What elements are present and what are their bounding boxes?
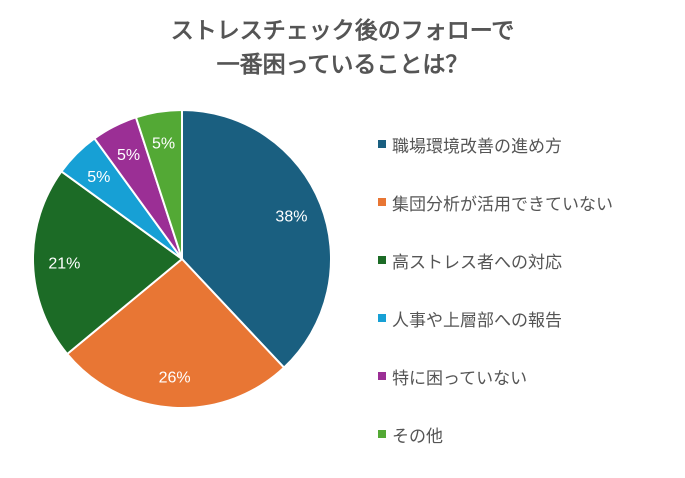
legend-label: 特に困っていない [392,368,528,389]
chart-title-line-2: 一番困っていることは？ [216,52,469,78]
pie-slice-1 [181,108,332,370]
legend-label: 集団分析が活用できていない [392,194,613,215]
legend-item: 高ストレス者への対応 [378,246,562,274]
chart-title-line-1: ストレスチェック後のフォローで [170,18,515,44]
legend-item: その他 [378,420,443,448]
legend-label: その他 [392,426,443,447]
pie-slice-3 [32,170,184,356]
legend-label: 職場環境改善の進め方 [392,136,562,157]
legend-swatch [378,140,386,148]
data-label-5: 5% [117,147,140,164]
legend-swatch [378,314,386,322]
legend-label: 人事や上層部への報告 [392,310,562,331]
legend-swatch [378,256,386,264]
legend-item: 人事や上層部への報告 [378,304,562,332]
pie-slice-2 [65,257,286,409]
legend-swatch [378,198,386,206]
legend-item: 集団分析が活用できていない [378,188,613,216]
legend-label: 高ストレス者への対応 [392,252,562,273]
legend-swatch [378,372,386,380]
data-label-1: 38% [275,209,307,226]
data-label-4: 5% [87,169,110,186]
legend-item: 職場環境改善の進め方 [378,130,562,158]
data-label-6: 5% [152,136,175,153]
legend-swatch [378,430,386,438]
data-label-3: 21% [48,256,80,273]
data-label-2: 26% [159,369,191,386]
legend-item: 特に困っていない [378,362,527,390]
pie-slice-6 [134,108,183,260]
